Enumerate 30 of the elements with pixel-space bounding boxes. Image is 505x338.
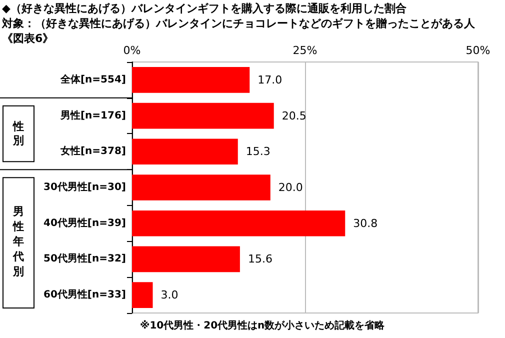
x-tick-label: 0% <box>123 44 141 57</box>
bar <box>132 67 250 93</box>
data-label: 17.0 <box>258 73 282 86</box>
data-label: 15.3 <box>246 145 270 158</box>
bar <box>132 138 238 165</box>
x-tick-label: 25% <box>292 44 318 57</box>
text: 男性年代別 <box>12 204 24 278</box>
y-tick-label: 男性[n=176] <box>59 109 126 122</box>
y-tick-label: 女性[n=378] <box>59 145 126 158</box>
data-label: 20.5 <box>282 109 306 122</box>
y-tick-label: 30代男性[n=30] <box>44 181 126 193</box>
x-tick-label: 50% <box>466 44 490 57</box>
bar <box>132 282 153 308</box>
chart-title: ◆（好きな異性にあげる）バレンタインギフトを購入する際に通販を利用した割合 <box>2 2 408 15</box>
text: ※10代男性・20代男性はn数が小さいため記載を省略 <box>140 320 386 332</box>
data-label: 30.8 <box>353 216 378 230</box>
data-label: 20.0 <box>278 181 303 194</box>
y-tick-label: 50代男性[n=32] <box>44 252 126 265</box>
data-label: 15.6 <box>248 252 272 266</box>
y-tick-label: 60代男性[n=33] <box>44 288 126 301</box>
bar <box>132 174 270 200</box>
y-tick-label: 全体[n=554] <box>59 73 126 86</box>
bar <box>132 210 346 236</box>
text: 《図表6》 <box>2 32 54 45</box>
bar <box>132 246 240 272</box>
y-tick-label: 40代男性[n=39] <box>44 216 126 229</box>
data-label: 3.0 <box>160 288 178 302</box>
chart-subtitle: 対象：（好きな異性にあげる）バレンタインにチョコレートなどのギフトを贈ったことがある人 <box>1 17 476 30</box>
text: 性別 <box>12 120 24 148</box>
bar <box>132 102 274 129</box>
